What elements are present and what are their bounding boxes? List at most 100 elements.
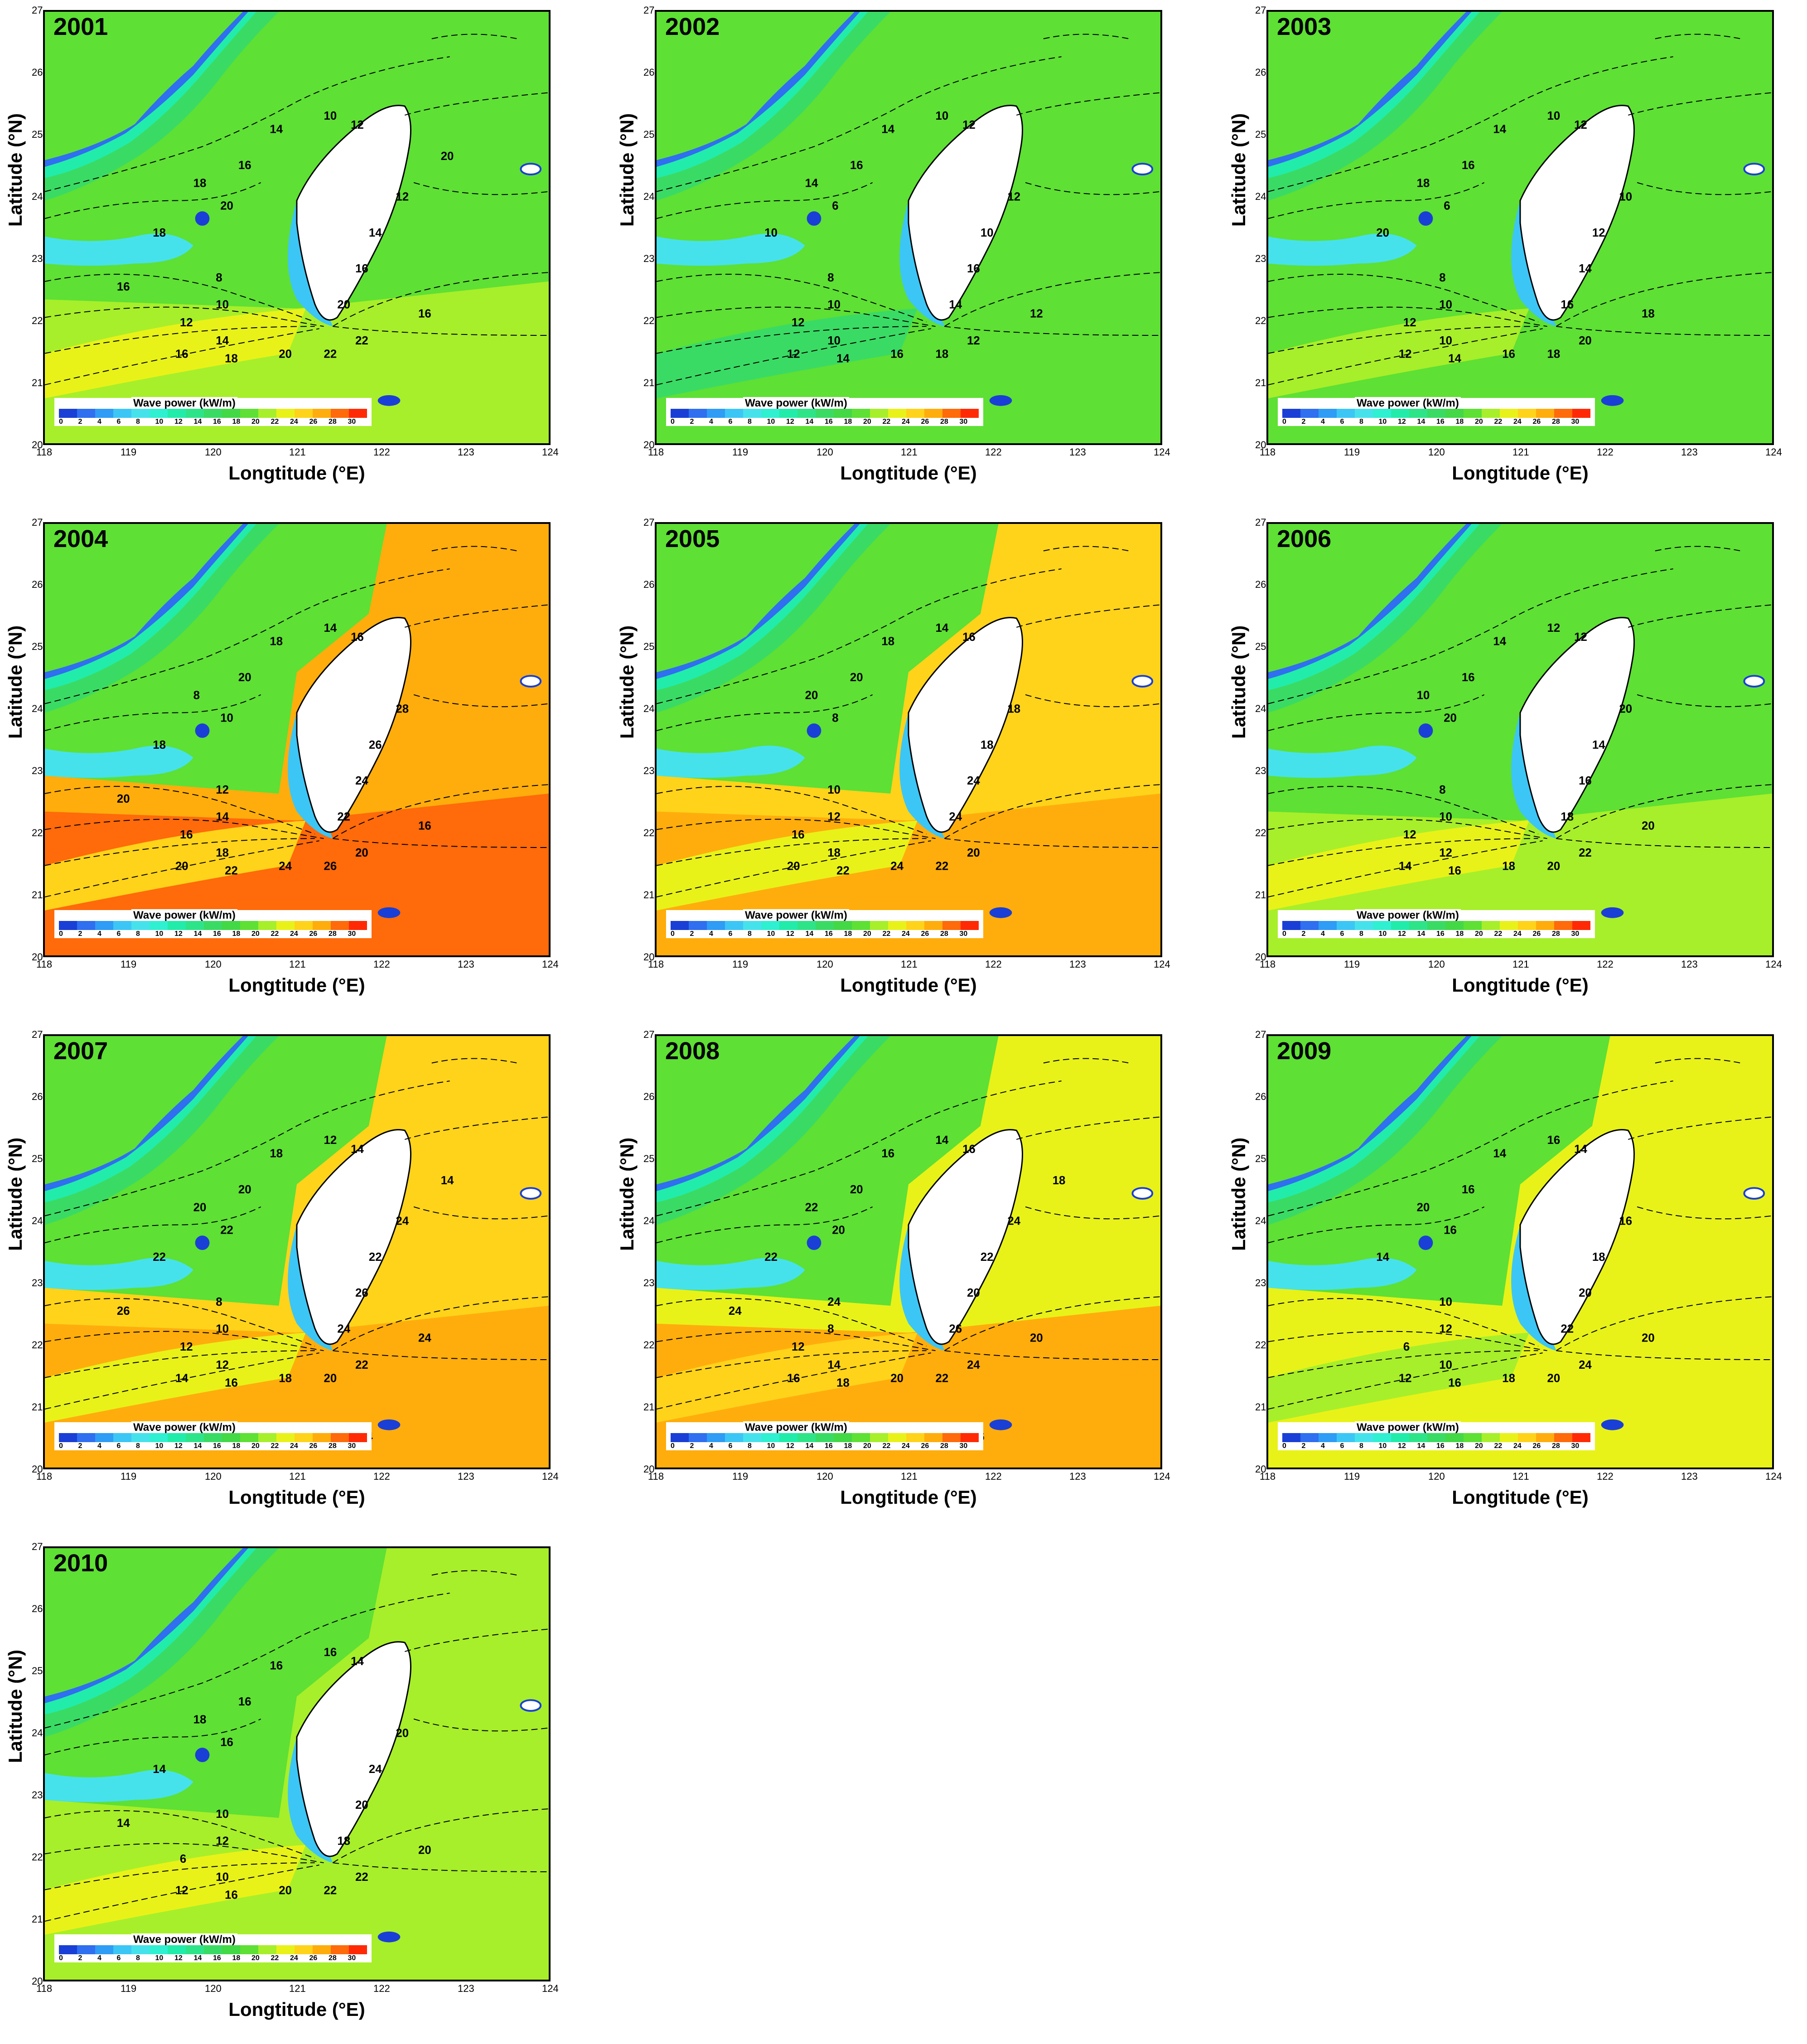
legend-level: 30 xyxy=(348,418,356,426)
legend-level: 12 xyxy=(174,1954,183,1962)
contour-line xyxy=(405,92,549,116)
strait-field xyxy=(1268,12,1610,281)
taiwan-island xyxy=(296,1641,411,1857)
x-tick-label: 120 xyxy=(205,446,222,458)
legend-levels: 0 2 4 6 8 10 12 14 16 18 20 22 24 26 28 30 xyxy=(59,418,367,426)
contour-label: 16 xyxy=(220,1736,233,1749)
legend-level: 26 xyxy=(309,418,318,426)
x-tick-label: 120 xyxy=(1428,446,1445,458)
legend-level: 14 xyxy=(193,1954,202,1962)
legend-swatch xyxy=(1391,409,1409,418)
legend-colorbar xyxy=(671,1433,979,1442)
legend-level: 6 xyxy=(728,930,733,938)
contour-label: 20 xyxy=(850,1183,863,1196)
contour-label: 12 xyxy=(827,811,841,823)
contour-label: 14 xyxy=(153,1763,166,1776)
y-tick-label: 24 xyxy=(1255,703,1266,714)
legend-level: 22 xyxy=(271,418,279,426)
legend-swatch xyxy=(1373,409,1391,418)
legend-swatch xyxy=(852,409,870,418)
contour-label: 26 xyxy=(949,1323,962,1336)
contour-line xyxy=(45,274,315,323)
contour-label: 20 xyxy=(1547,860,1561,873)
contour-line xyxy=(1655,34,1741,39)
y-tick-label: 21 xyxy=(32,1913,43,1925)
x-tick-label: 121 xyxy=(1512,446,1529,458)
wave-power-legend: Wave power (kW/m) 0 2 4 6 8 10 12 14 16 18 20 22 24 26… xyxy=(1278,909,1595,938)
x-tick-label: 120 xyxy=(1428,1471,1445,1482)
x-tick-label: 119 xyxy=(121,1471,137,1482)
contour-label: 20 xyxy=(832,1224,845,1236)
y-tick-label: 20 xyxy=(32,1463,43,1475)
legend-swatch xyxy=(313,409,331,418)
contour-line xyxy=(45,1593,450,1729)
contour-line xyxy=(333,326,549,336)
contour-label: 22 xyxy=(153,1251,166,1264)
contour-line xyxy=(1556,1350,1772,1360)
legend-level: 0 xyxy=(1282,930,1286,938)
legend-level: 0 xyxy=(59,1442,63,1450)
contour-line xyxy=(657,694,873,731)
legend-level: 28 xyxy=(940,418,948,426)
legend-level: 10 xyxy=(767,1442,775,1450)
sea-southwest-field xyxy=(1268,308,1529,398)
legend-level: 14 xyxy=(1417,1442,1425,1450)
legend-level: 16 xyxy=(1436,418,1445,426)
legend-swatch xyxy=(1518,1433,1536,1442)
legend-title: Wave power (kW/m) xyxy=(1355,1421,1461,1434)
legend-level: 6 xyxy=(116,1442,121,1450)
contour-line xyxy=(1268,182,1485,219)
x-tick-label: 122 xyxy=(1597,959,1614,970)
contour-line xyxy=(944,326,1160,336)
legend-levels: 0 2 4 6 8 10 12 14 16 18 20 22 24 26 28 30 xyxy=(671,1442,979,1450)
legend-level: 8 xyxy=(1359,930,1363,938)
legend-level: 30 xyxy=(1571,418,1580,426)
legend-level: 18 xyxy=(232,418,241,426)
y-axis-label: Latitude (°N) xyxy=(616,113,638,227)
x-tick-label: 124 xyxy=(1154,1471,1170,1482)
legend-level: 20 xyxy=(1475,1442,1483,1450)
contour-label: 16 xyxy=(1462,159,1475,172)
y-tick-label: 27 xyxy=(32,1541,43,1552)
contour-line xyxy=(657,274,927,323)
legend-colorbar xyxy=(59,921,367,930)
legend-swatch xyxy=(816,409,834,418)
legend-swatch xyxy=(942,409,961,418)
coastal-band-inner xyxy=(657,1036,868,1202)
legend-swatch xyxy=(797,921,816,930)
legend-level: 0 xyxy=(59,1954,63,1962)
contour-label: 20 xyxy=(355,847,368,859)
contour-label: 22 xyxy=(936,860,949,873)
legend-level: 30 xyxy=(959,1442,968,1450)
contour-label: 16 xyxy=(324,1646,337,1659)
y-tick-label: 21 xyxy=(1255,377,1266,388)
x-tick-label: 124 xyxy=(1765,1471,1782,1482)
x-tick-label: 119 xyxy=(732,1471,749,1482)
legend-level: 30 xyxy=(348,930,356,938)
contour-label: 20 xyxy=(279,1884,292,1897)
legend-title: Wave power (kW/m) xyxy=(131,397,237,410)
legend-level: 22 xyxy=(882,930,891,938)
contour-line xyxy=(1043,1058,1129,1064)
ryukyu-island xyxy=(520,1187,542,1200)
contour-label: 6 xyxy=(180,1853,186,1865)
y-tick-label: 23 xyxy=(643,1277,655,1288)
legend-level: 22 xyxy=(1494,1442,1503,1450)
contour-label: 16 xyxy=(787,1372,800,1385)
contour-label: 10 xyxy=(1547,110,1561,122)
contour-label: 20 xyxy=(850,671,863,684)
contour-label: 14 xyxy=(351,1655,364,1668)
strait-field xyxy=(45,1036,387,1306)
contour-line xyxy=(657,56,1062,192)
legend-swatch xyxy=(113,921,131,930)
legend-level: 10 xyxy=(1378,930,1387,938)
x-tick-label: 120 xyxy=(205,1983,222,1994)
china-coast-shallow xyxy=(45,1548,248,1704)
x-tick-label: 123 xyxy=(1069,959,1086,970)
legend-level: 6 xyxy=(728,1442,733,1450)
y-tick-label: 23 xyxy=(32,765,43,776)
contour-label: 12 xyxy=(1399,1372,1412,1385)
contour-label: 16 xyxy=(1448,1377,1461,1390)
legend-level: 10 xyxy=(767,418,775,426)
